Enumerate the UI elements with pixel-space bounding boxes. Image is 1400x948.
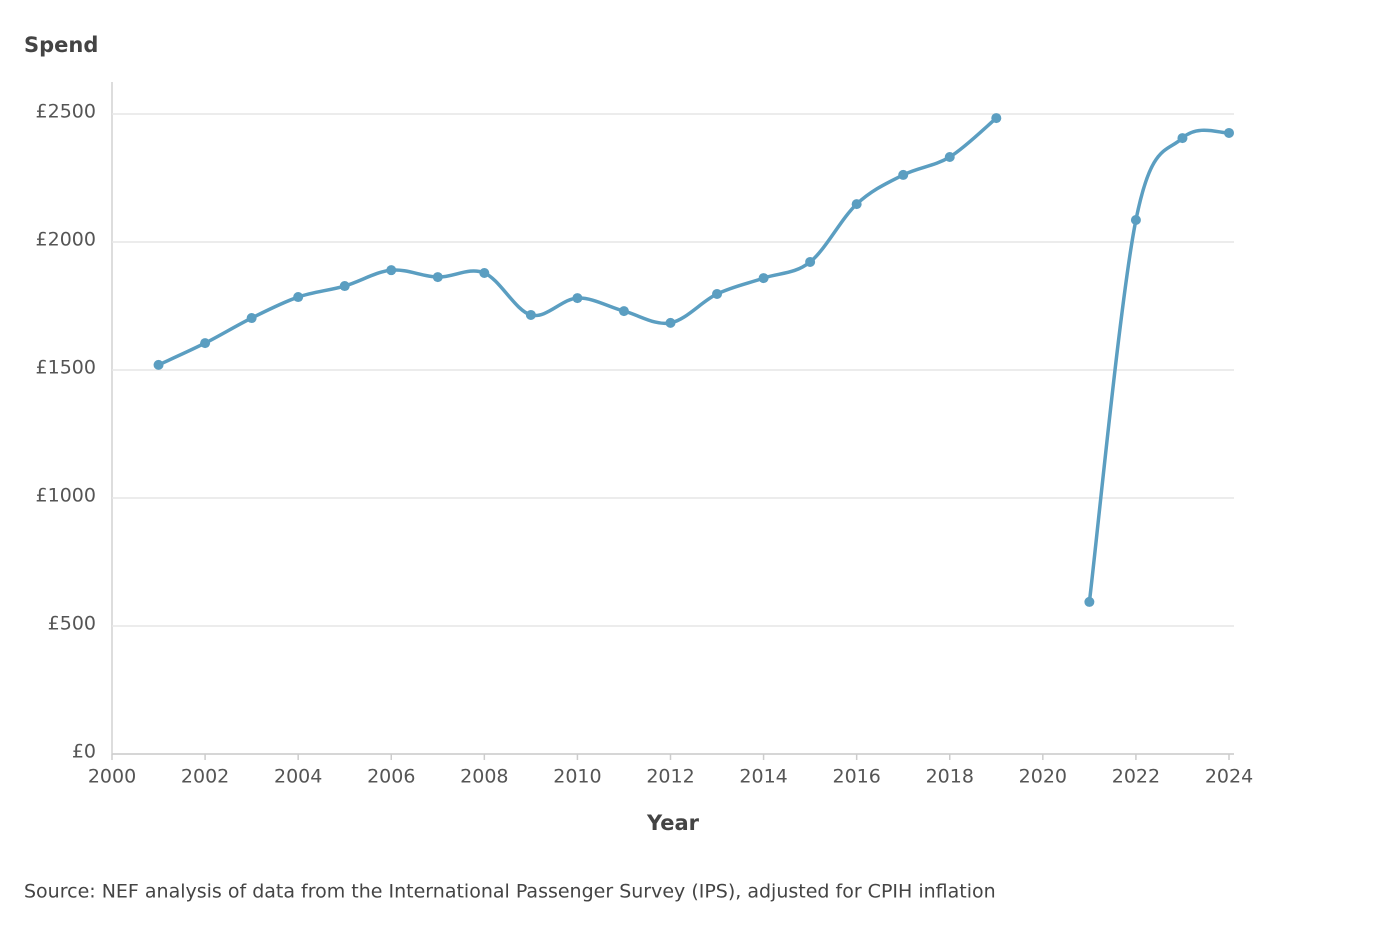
point xyxy=(386,265,397,276)
y-axis-title: Spend xyxy=(24,33,98,57)
point xyxy=(1084,596,1095,607)
x-tick-label: 2020 xyxy=(1019,766,1067,788)
x-tick-label: 2022 xyxy=(1112,766,1160,788)
point xyxy=(339,281,350,292)
point xyxy=(293,292,304,303)
point xyxy=(432,272,443,283)
point xyxy=(712,288,723,299)
x-tick-label: 2006 xyxy=(367,766,415,788)
y-tick-label: £2500 xyxy=(36,101,96,123)
point xyxy=(1224,127,1234,138)
point xyxy=(851,199,862,210)
point xyxy=(758,273,769,284)
y-tick-label: £2000 xyxy=(36,229,96,251)
point xyxy=(572,293,583,304)
point xyxy=(246,313,257,324)
y-tick-label: £0 xyxy=(72,741,96,763)
point xyxy=(944,152,955,163)
y-tick-label: £1000 xyxy=(36,485,96,507)
x-tick-label: 2024 xyxy=(1205,766,1253,788)
x-tick-label: 2014 xyxy=(739,766,787,788)
x-tick-label: 2018 xyxy=(926,766,974,788)
line xyxy=(157,116,1230,603)
x-tick-label: 2008 xyxy=(460,766,508,788)
point xyxy=(665,317,676,328)
point xyxy=(200,338,211,349)
x-tick-label: 2002 xyxy=(181,766,229,788)
point xyxy=(898,169,909,180)
y-tick-label: £1500 xyxy=(36,357,96,379)
point xyxy=(1177,133,1188,144)
x-tick-label: 2012 xyxy=(646,766,694,788)
point xyxy=(991,113,1002,124)
point xyxy=(153,359,164,370)
x-tick-label: 2000 xyxy=(88,766,136,788)
point xyxy=(805,256,816,267)
point xyxy=(479,267,490,278)
x-tick-label: 2016 xyxy=(832,766,880,788)
x-tick-label: 2010 xyxy=(553,766,601,788)
point xyxy=(1130,214,1141,225)
x-tick-label: 2004 xyxy=(274,766,322,788)
point xyxy=(525,309,536,320)
x-axis-title: Year xyxy=(646,811,700,835)
y-tick-label: £500 xyxy=(48,613,96,635)
source-note: Source: NEF analysis of data from the In… xyxy=(24,881,996,903)
point xyxy=(618,306,629,317)
